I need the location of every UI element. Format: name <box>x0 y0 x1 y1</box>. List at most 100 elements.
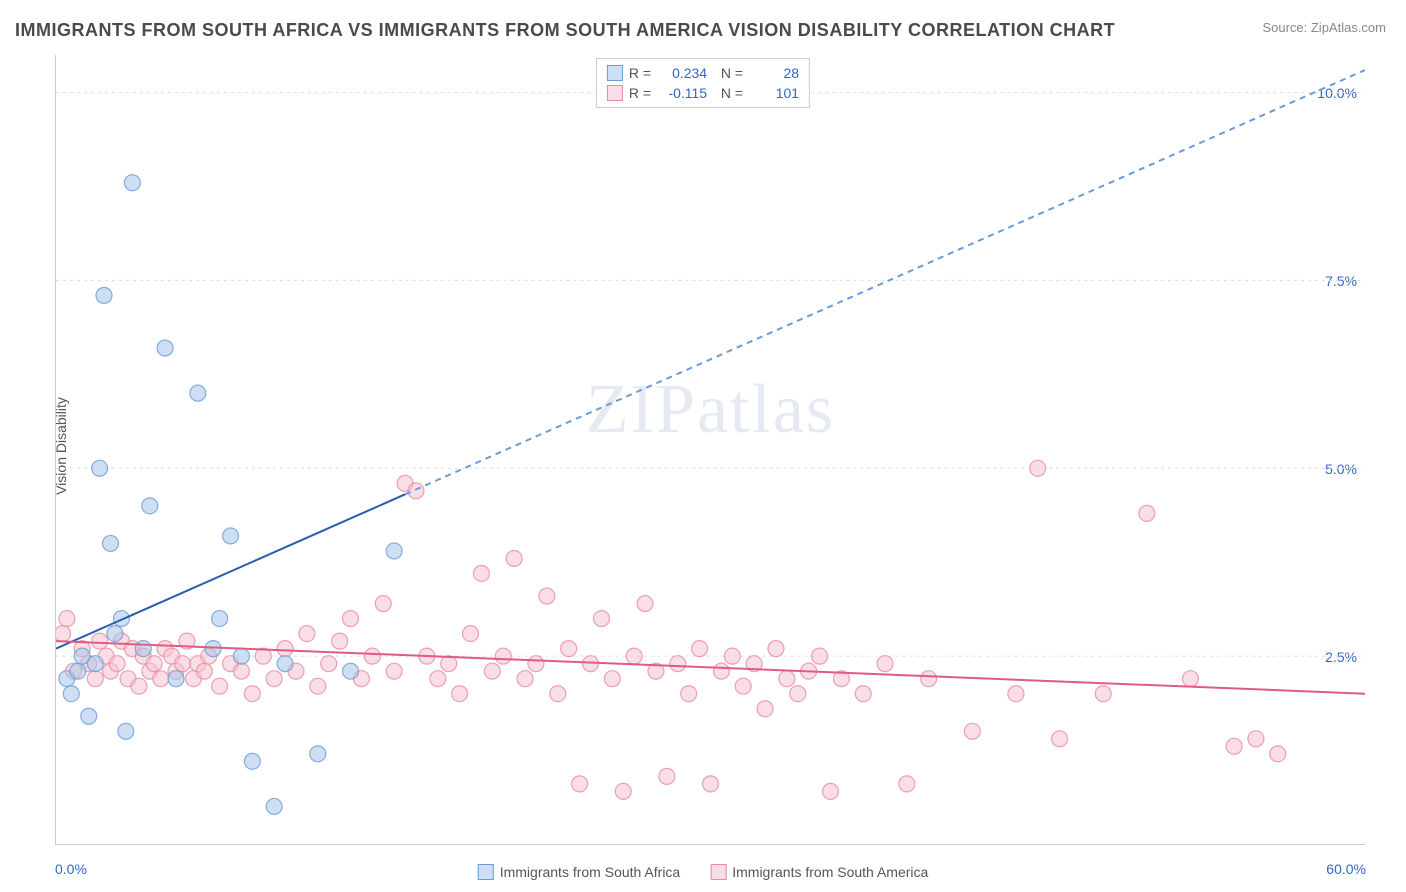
data-point <box>670 656 686 672</box>
data-point <box>386 663 402 679</box>
plot-area: ZIPatlas 2.5%5.0%7.5%10.0% <box>55 55 1365 845</box>
legend-bottom-swatch-1 <box>710 864 726 880</box>
data-point <box>703 776 719 792</box>
data-point <box>103 535 119 551</box>
data-point <box>964 723 980 739</box>
data-point <box>321 656 337 672</box>
data-point <box>87 671 103 687</box>
data-point <box>681 686 697 702</box>
legend-r-value-0: 0.234 <box>657 65 707 81</box>
data-point <box>757 701 773 717</box>
legend-label-1: Immigrants from South America <box>732 864 928 880</box>
legend-item-0: Immigrants from South Africa <box>478 864 681 880</box>
data-point <box>63 686 79 702</box>
data-point <box>735 678 751 694</box>
data-point <box>463 626 479 642</box>
legend-n-value-1: 101 <box>749 85 799 101</box>
data-point <box>877 656 893 672</box>
data-point <box>113 611 129 627</box>
data-point <box>408 483 424 499</box>
data-point <box>593 611 609 627</box>
legend-row-series-0: R = 0.234 N = 28 <box>607 63 799 83</box>
legend-n-value-0: 28 <box>749 65 799 81</box>
data-point <box>768 641 784 657</box>
data-point <box>107 626 123 642</box>
data-point <box>212 611 228 627</box>
data-point <box>637 596 653 612</box>
source-name: ZipAtlas.com <box>1311 20 1386 35</box>
legend-bottom-swatch-0 <box>478 864 494 880</box>
legend-r-label-1: R = <box>629 85 651 101</box>
data-point <box>572 776 588 792</box>
data-point <box>1030 460 1046 476</box>
data-point <box>142 498 158 514</box>
data-point <box>386 543 402 559</box>
legend-label-0: Immigrants from South Africa <box>500 864 681 880</box>
data-point <box>135 641 151 657</box>
data-point <box>277 656 293 672</box>
data-point <box>779 671 795 687</box>
data-point <box>131 678 147 694</box>
data-point <box>109 656 125 672</box>
series-legend: Immigrants from South Africa Immigrants … <box>478 864 929 880</box>
data-point <box>855 686 871 702</box>
data-point <box>604 671 620 687</box>
data-point <box>70 663 86 679</box>
data-point <box>375 596 391 612</box>
data-point <box>1248 731 1264 747</box>
data-point <box>310 678 326 694</box>
data-point <box>1052 731 1068 747</box>
data-point <box>244 686 260 702</box>
data-point <box>626 648 642 664</box>
data-point <box>277 641 293 657</box>
data-point <box>615 783 631 799</box>
data-point <box>1270 746 1286 762</box>
legend-row-series-1: R = -0.115 N = 101 <box>607 83 799 103</box>
data-point <box>118 723 134 739</box>
data-point <box>310 746 326 762</box>
data-point <box>724 648 740 664</box>
data-point <box>56 626 71 642</box>
source-label: Source: <box>1262 20 1310 35</box>
data-point <box>713 663 729 679</box>
data-point <box>96 287 112 303</box>
data-point <box>528 656 544 672</box>
x-tick-max: 60.0% <box>1326 861 1366 877</box>
data-point <box>59 611 75 627</box>
data-point <box>1008 686 1024 702</box>
data-point <box>212 678 228 694</box>
legend-n-label-1: N = <box>713 85 743 101</box>
data-point <box>343 663 359 679</box>
legend-r-label-0: R = <box>629 65 651 81</box>
data-point <box>506 550 522 566</box>
data-point <box>124 175 140 191</box>
data-point <box>81 708 97 724</box>
data-point <box>452 686 468 702</box>
data-point <box>299 626 315 642</box>
data-point <box>233 663 249 679</box>
data-point <box>430 671 446 687</box>
data-point <box>692 641 708 657</box>
data-point <box>495 648 511 664</box>
data-point <box>190 385 206 401</box>
data-point <box>550 686 566 702</box>
data-point <box>244 753 260 769</box>
legend-item-1: Immigrants from South America <box>710 864 928 880</box>
chart-title: IMMIGRANTS FROM SOUTH AFRICA VS IMMIGRAN… <box>15 20 1115 41</box>
data-point <box>92 633 108 649</box>
data-point <box>157 340 173 356</box>
data-point <box>92 460 108 476</box>
data-point <box>233 648 249 664</box>
data-point <box>153 671 169 687</box>
data-point <box>343 611 359 627</box>
data-point <box>87 656 103 672</box>
trend-line-dashed <box>405 70 1365 494</box>
data-point <box>1139 505 1155 521</box>
data-point <box>921 671 937 687</box>
legend-r-value-1: -0.115 <box>657 85 707 101</box>
data-point <box>332 633 348 649</box>
data-point <box>822 783 838 799</box>
data-point <box>266 798 282 814</box>
data-point <box>168 671 184 687</box>
legend-n-label-0: N = <box>713 65 743 81</box>
